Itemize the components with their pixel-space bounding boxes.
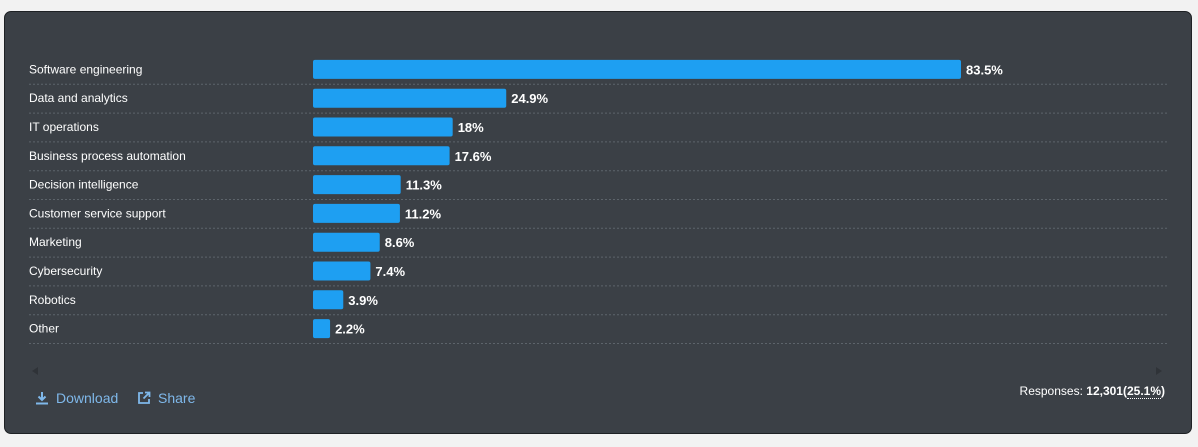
responses-paren-close: ) <box>1161 384 1165 398</box>
bar-value-label: 8.6% <box>385 235 415 250</box>
bar[interactable] <box>313 146 450 166</box>
bar-value-label: 18% <box>458 120 484 135</box>
download-button[interactable]: Download <box>35 390 118 406</box>
responses-label: Responses: <box>1019 384 1083 398</box>
bar[interactable] <box>313 232 380 252</box>
category-label: Robotics <box>29 293 76 307</box>
responses-percent[interactable]: 25.1% <box>1126 384 1161 399</box>
responses-summary: Responses: 12,301(25.1%) <box>1019 384 1165 399</box>
category-label: Cybersecurity <box>29 264 102 278</box>
category-label: Software engineering <box>29 62 142 76</box>
bar-value-label: 7.4% <box>375 264 405 279</box>
share-icon <box>138 391 151 404</box>
bar-value-label: 11.3% <box>406 178 443 193</box>
responses-count: 12,301 <box>1086 384 1123 398</box>
bar-value-label: 11.2% <box>405 206 442 221</box>
category-label: IT operations <box>29 120 99 134</box>
category-label: Business process automation <box>29 149 186 163</box>
bar[interactable] <box>313 319 331 339</box>
scroll-right-arrow[interactable] <box>1156 367 1162 375</box>
responses-paren-open: ( <box>1122 384 1127 398</box>
bar[interactable] <box>313 117 453 137</box>
download-label: Download <box>56 390 119 406</box>
share-label: Share <box>158 390 196 406</box>
bar[interactable] <box>313 59 961 79</box>
bar-value-label: 83.5% <box>966 62 1003 77</box>
bar[interactable] <box>313 203 400 223</box>
bar-value-label: 17.6% <box>455 149 492 164</box>
chart-panel: Software engineering 83.5% Data and analyt… <box>4 11 1192 434</box>
bar-value-label: 2.2% <box>335 322 365 337</box>
share-button[interactable]: Share <box>137 390 195 406</box>
bar[interactable] <box>313 175 401 195</box>
download-icon <box>36 392 48 405</box>
category-label: Data and analytics <box>29 91 128 105</box>
category-label: Customer service support <box>29 206 166 220</box>
bar[interactable] <box>313 88 507 108</box>
bar-chart: Software engineering 83.5% Data and analyt… <box>29 59 1167 344</box>
bar[interactable] <box>313 261 371 281</box>
category-label: Other <box>29 322 59 336</box>
category-label: Decision intelligence <box>29 178 139 192</box>
scroll-left-arrow[interactable] <box>32 367 38 375</box>
bar-value-label: 24.9% <box>511 91 548 106</box>
bar[interactable] <box>313 290 344 310</box>
bar-value-label: 3.9% <box>348 293 378 308</box>
category-label: Marketing <box>29 235 82 249</box>
